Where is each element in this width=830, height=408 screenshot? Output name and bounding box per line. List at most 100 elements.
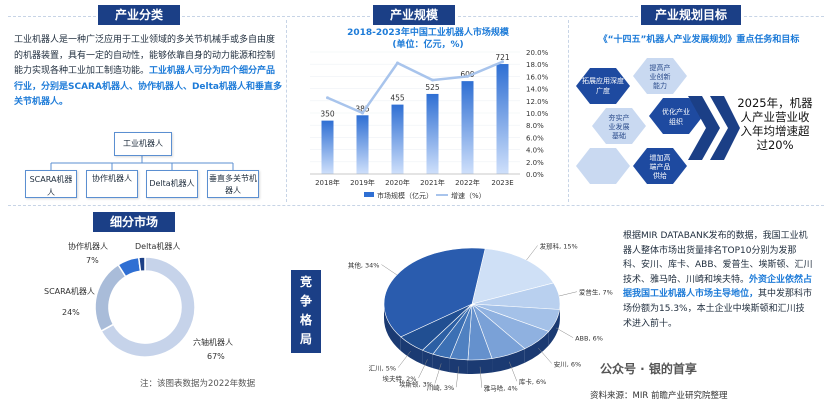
bar: [426, 93, 439, 174]
y2-tick-label: 8.0%: [526, 122, 544, 130]
tree-node-delta: Delta机器人: [146, 170, 198, 198]
bar-value-label: 721: [495, 53, 510, 62]
bar-value-label: 609: [460, 70, 475, 79]
pie-leader: [381, 264, 397, 276]
pie-label: 埃夫特, 2%: [382, 374, 416, 383]
growth-line: [327, 60, 503, 115]
donut-slice: [100, 256, 196, 358]
y2-tick-label: 16.0%: [526, 73, 549, 81]
pie-label: 埃斯顿, 3%: [399, 379, 433, 388]
segment-donut-chart: 协作机器人 7% Delta机器人 SCARA机器人 24% 六轴机器人 67%: [44, 241, 233, 361]
y2-tick-label: 12.0%: [526, 98, 549, 106]
hex-text-3a: 夯实产: [609, 113, 630, 122]
intro-highlight: 工业机器人可分为四个细分产品行业，分别是SCARA机器人、协作机器人、Delta…: [14, 66, 282, 107]
x-tick-label: 2021年: [420, 178, 445, 187]
chart-note: 注：该图表数据为2022年数据: [140, 379, 256, 389]
pie-wall: [432, 354, 450, 373]
pie-wall: [449, 358, 468, 374]
divider: [458, 16, 638, 17]
pie-leader: [418, 359, 428, 379]
divider: [744, 16, 824, 17]
y2-tick-label: 4.0%: [526, 147, 544, 155]
section-title-scale: 产业规模: [373, 5, 455, 25]
pie-wall: [492, 348, 525, 373]
divider: [8, 205, 824, 206]
x-tick-label: 2023E: [491, 179, 513, 187]
hex-text-1a: 拓展应用深度: [582, 76, 624, 85]
legend-swatch-bar: [364, 192, 374, 197]
donut-label-collab: 协作机器人: [68, 241, 108, 251]
hex-text-2c: 能力: [653, 81, 667, 90]
tree-connectors: [50, 155, 234, 170]
tree-node-vertical: 垂直多关节机器人: [207, 170, 259, 198]
pie-label: 安川, 6%: [554, 359, 581, 368]
hex-text-1b: 广度: [596, 86, 610, 95]
pie-label: 发那科, 15%: [540, 241, 578, 250]
pie-leader: [397, 350, 411, 368]
hex-text-3b: 业发展: [609, 122, 630, 131]
pie-wall: [524, 331, 549, 363]
competition-highlight: 外资企业依然占据我国工业机器人市场主导地位，: [623, 274, 813, 300]
pie-label: ABB, 6%: [575, 335, 603, 343]
donut-value-scara: 24%: [62, 308, 80, 317]
x-tick-label: 2019年: [350, 178, 375, 187]
tree-root: 工业机器人: [114, 132, 172, 156]
hex-text-5b: 端产品: [650, 162, 671, 171]
growth-point: [396, 61, 399, 65]
y2-tick-label: 20.0%: [526, 49, 549, 57]
y2-tick-label: 14.0%: [526, 86, 549, 94]
donut-value-six: 67%: [207, 352, 225, 361]
pie-wall: [384, 304, 401, 351]
competition-text-2: 其中发那科市场份额为15.3%，本土企业中埃斯顿和汇川技术进入前十。: [623, 289, 813, 329]
growth-point: [466, 74, 469, 78]
market-scale-chart: 2018-2023年中国工业机器人市场规模 (单位：亿元，%) 0.0% 2.0%…: [310, 26, 549, 200]
section-title-plan: 产业规划目标: [641, 5, 741, 25]
pie-wall: [548, 309, 560, 346]
intro-text: 工业机器人是一种广泛应用于工业领域的多关节机械手或多自由度的机器装置，具有一定的…: [14, 33, 282, 111]
pie-label: 其他, 34%: [348, 261, 380, 270]
growth-point: [431, 78, 434, 82]
growth-point: [326, 96, 329, 100]
pie-label: 汇川, 5%: [369, 365, 396, 373]
plan-goal: 2025年，机器人产业营业收入年均增速超过20%: [737, 96, 813, 152]
tree-node-scara: SCARA机器人: [25, 170, 77, 198]
bar-value-label: 350: [320, 110, 335, 119]
legend-bar-label: 市场规模（亿元）: [377, 191, 433, 200]
x-tick-label: 2018年: [315, 178, 340, 187]
pie-label: 库卡, 6%: [519, 377, 546, 386]
chart-title: 2018-2023年中国工业机器人市场规模: [347, 26, 510, 38]
section-title-competition: 竞争格局: [291, 270, 321, 353]
chart-subtitle: (单位：亿元，%): [392, 38, 463, 50]
bar: [391, 104, 404, 174]
section-title-classification: 产业分类: [98, 5, 180, 25]
bar: [496, 64, 509, 174]
pie-slice: [383, 247, 486, 338]
hex-text-4a: 优化产业: [662, 107, 690, 116]
pie-wall: [400, 336, 423, 365]
plan-hexes: 拓展应用深度 广度 提高产 业创新 能力 夯实产 业发展 基础 优化产业 组织 …: [576, 58, 740, 184]
pie-leader: [434, 363, 442, 384]
source-text: 资料来源：MIR 前瞻产业研究院整理: [590, 391, 728, 401]
growth-point: [501, 60, 504, 64]
donut-label-delta: Delta机器人: [135, 241, 180, 251]
donut-slice: [137, 256, 146, 273]
hex-text-4b: 组织: [669, 117, 683, 126]
hex-text-2a: 提高产: [650, 63, 671, 72]
legend-line-label: 增速（%）: [451, 191, 486, 200]
hex-text-3c: 基础: [612, 131, 626, 140]
pie-leader: [559, 291, 577, 297]
y2-tick-label: 6.0%: [526, 134, 544, 142]
competition-pie-chart: 发那科, 15% 爱普生, 7% ABB, 6% 安川, 6% 库卡, 6%雅马哈, 4…: [348, 241, 613, 392]
pie-leader: [509, 361, 518, 382]
pie-leader: [555, 327, 574, 338]
watermark-text: 公众号 · 银的首享: [600, 362, 697, 376]
pie-label: 爱普生, 7%: [579, 288, 613, 297]
pie-wall: [422, 350, 433, 369]
pie-leader: [479, 366, 482, 388]
growth-point: [361, 111, 364, 115]
competition-text-1: 根据MIR DATABANK发布的数据，我国工业机器人整体市场出货量排名TOP1…: [623, 231, 813, 285]
y2-tick-label: 0.0%: [526, 171, 544, 179]
donut-slice: [94, 263, 127, 333]
pie-leader: [537, 347, 552, 364]
bar-value-label: 385: [355, 104, 370, 113]
